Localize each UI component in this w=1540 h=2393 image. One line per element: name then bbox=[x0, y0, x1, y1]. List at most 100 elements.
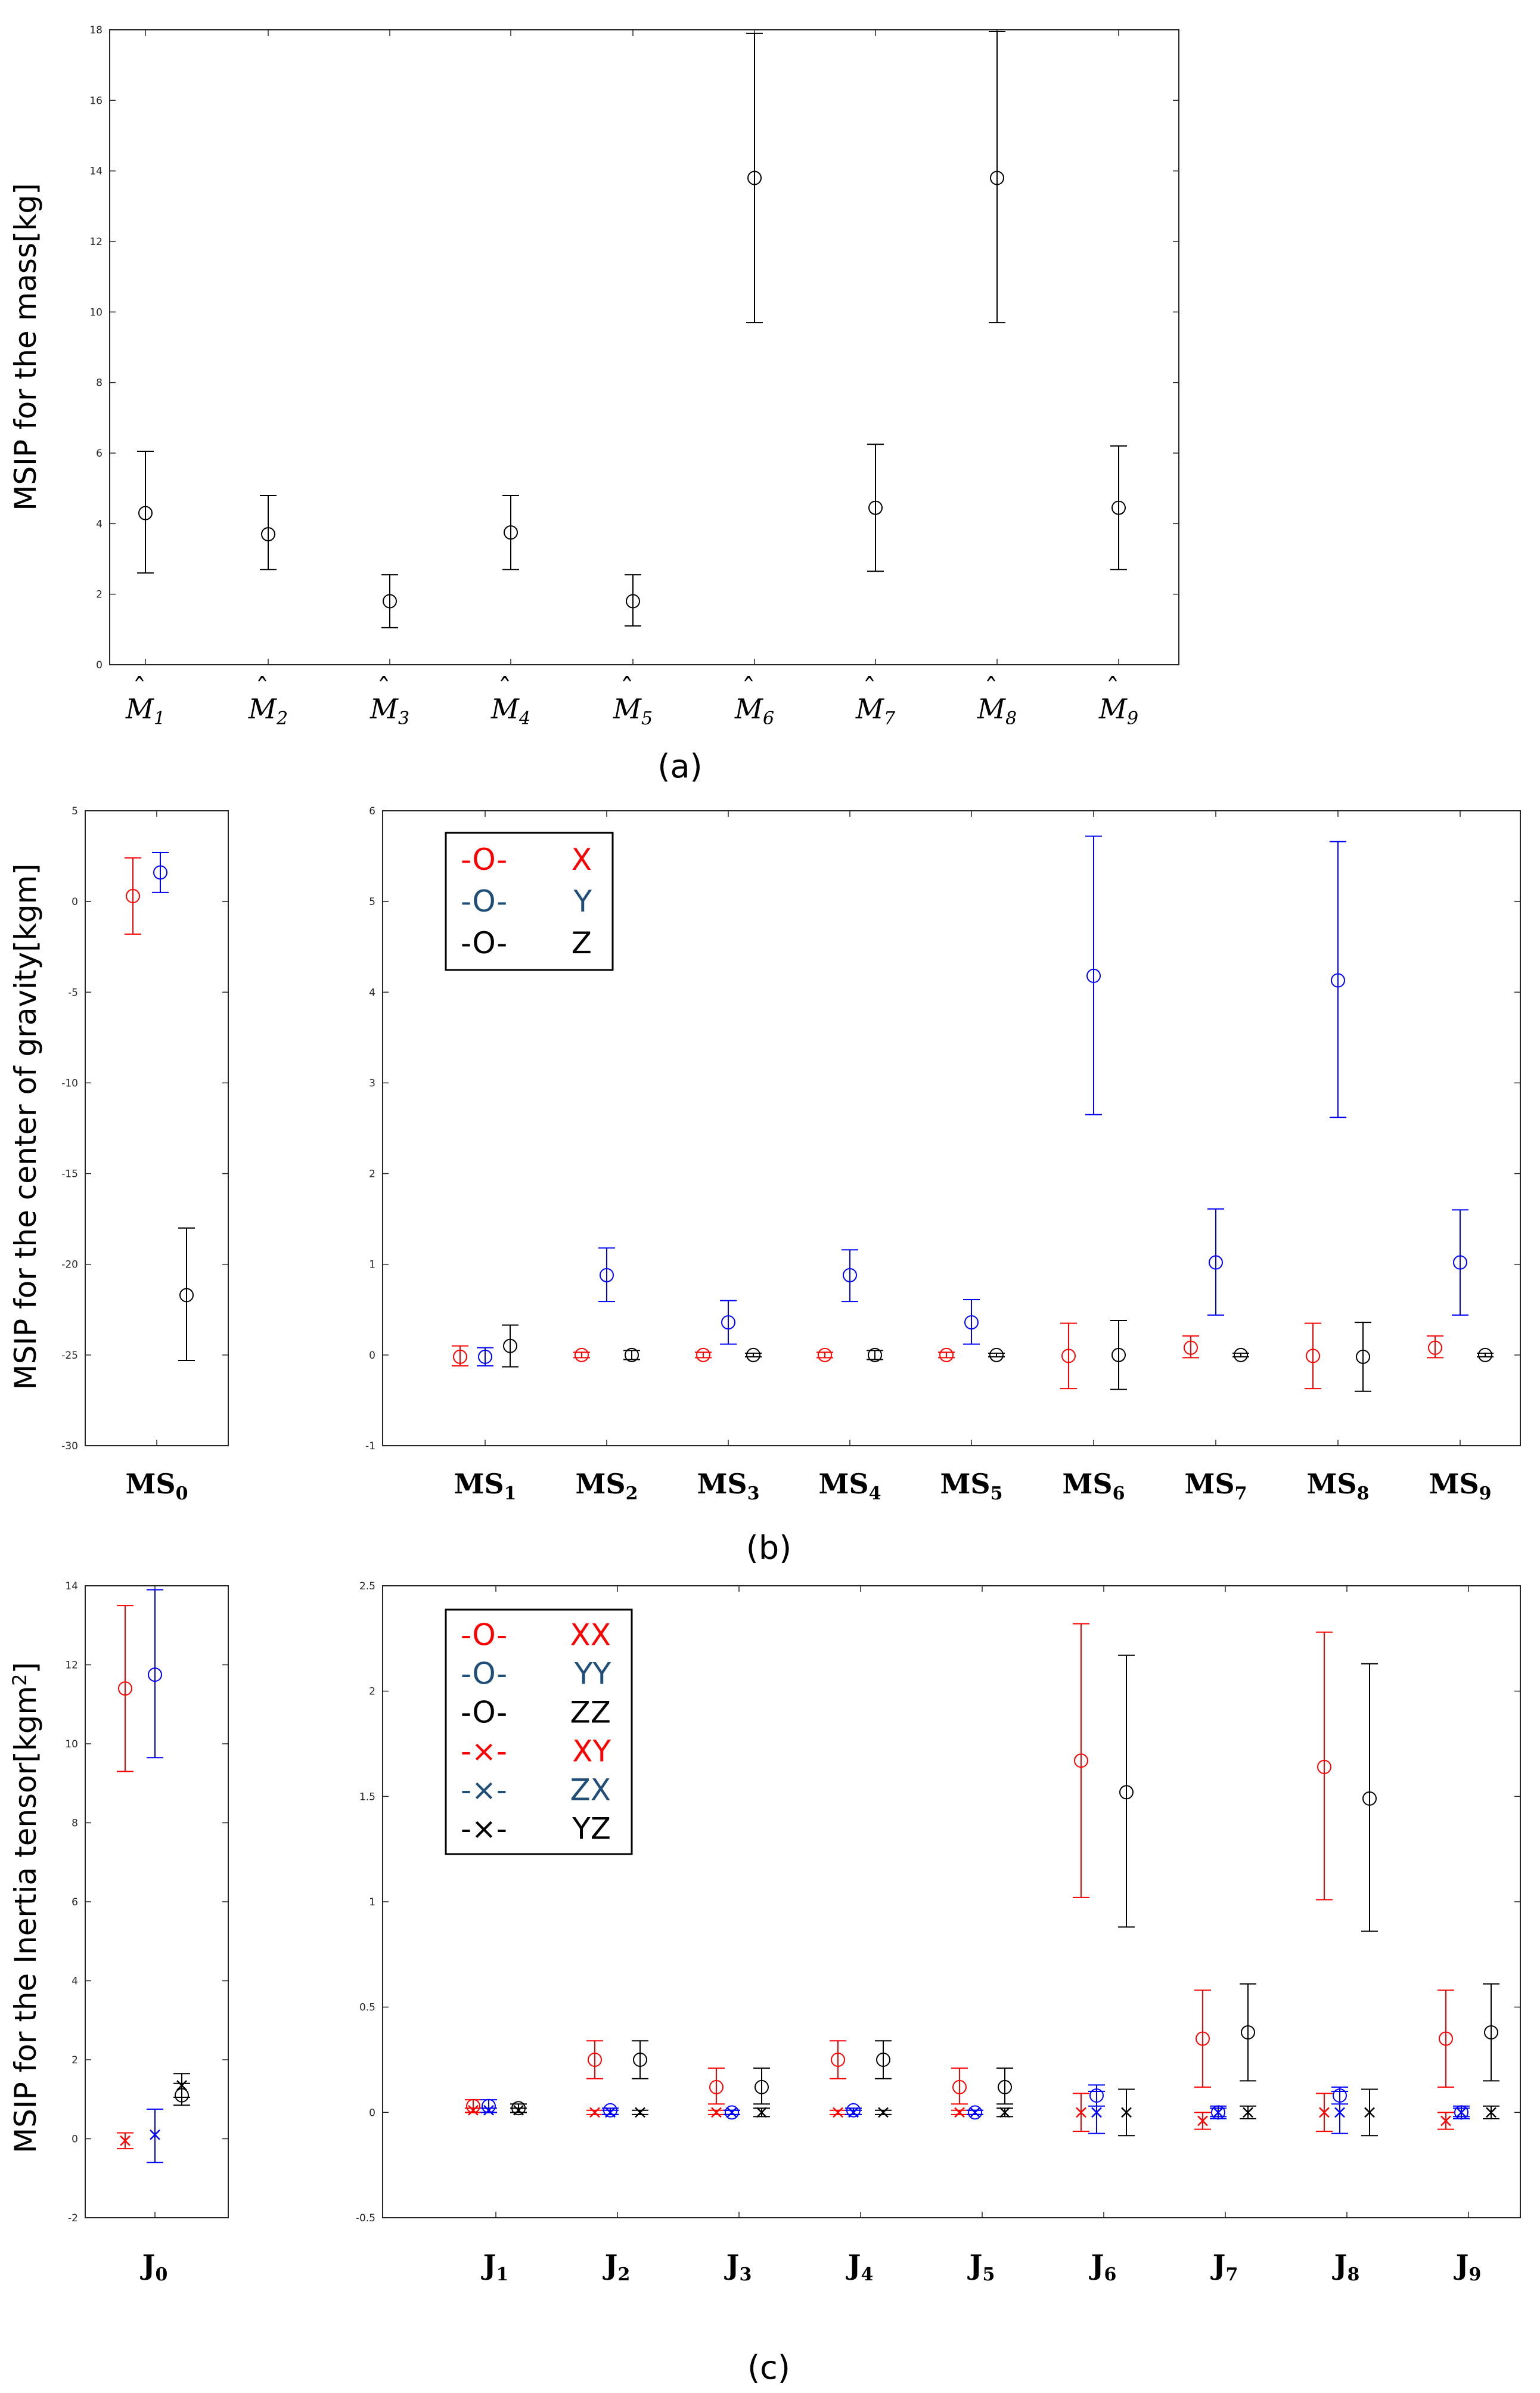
data-point-XX bbox=[831, 2053, 845, 2067]
data-point-mass bbox=[868, 500, 883, 515]
cross-stroke bbox=[1213, 2107, 1224, 2118]
data-point-ZZ bbox=[755, 2079, 769, 2094]
data-point-X bbox=[126, 889, 140, 904]
y-tick-label: 18 bbox=[89, 24, 103, 36]
legend: -O- XX -O- YY -O- ZZ -×- XY -×- ZX -×- YZ bbox=[445, 1608, 633, 1855]
data-point-YY bbox=[725, 2105, 739, 2120]
data-point-X bbox=[1306, 1349, 1320, 1363]
x-category-label: J1 bbox=[481, 2249, 509, 2285]
series-YY bbox=[147, 1589, 163, 1759]
cross-stroke bbox=[176, 2080, 187, 2091]
data-point-XX bbox=[588, 2053, 602, 2067]
cross-stroke bbox=[1456, 2107, 1467, 2118]
data-point-YZ bbox=[878, 2107, 889, 2118]
data-point-X bbox=[696, 1347, 710, 1362]
data-point-XY bbox=[833, 2107, 843, 2118]
series-ZZ bbox=[510, 1654, 1499, 2116]
x-category-label: MS8 bbox=[1306, 1468, 1369, 1504]
x-category-label: J2 bbox=[603, 2249, 631, 2285]
data-point-Y bbox=[721, 1315, 735, 1330]
x-category-label: M1 bbox=[125, 693, 165, 729]
x-category-label: MS9 bbox=[1429, 1468, 1491, 1504]
legend-label-Y: Y bbox=[573, 884, 592, 919]
data-point-Y bbox=[843, 1267, 857, 1282]
data-point-ZX bbox=[605, 2107, 616, 2118]
y-tick-label: 0 bbox=[369, 1350, 375, 1362]
x-category-label: J7 bbox=[1210, 2249, 1238, 2285]
x-category-label: MS0 bbox=[125, 1468, 188, 1504]
data-point-Z bbox=[1111, 1347, 1126, 1362]
x-category-label: J5 bbox=[967, 2249, 995, 2285]
data-point-Y bbox=[1086, 968, 1101, 983]
cross-stroke bbox=[999, 2107, 1010, 2118]
y-axis-label: MSIP for the mass[kg] bbox=[8, 183, 43, 510]
y-tick-label: 3 bbox=[369, 1077, 375, 1089]
cross-stroke bbox=[1197, 2115, 1208, 2127]
series-ZX bbox=[147, 2108, 163, 2163]
data-point-XX bbox=[1317, 1759, 1331, 1774]
legend-marker-XX: -O- bbox=[461, 1618, 507, 1653]
data-point-ZX bbox=[1091, 2107, 1102, 2118]
data-point-YY bbox=[148, 1667, 162, 1682]
cross-stroke bbox=[711, 2107, 722, 2118]
data-point-YZ bbox=[513, 2104, 524, 2116]
x-category-label: M4 bbox=[490, 693, 530, 729]
cross-stroke bbox=[848, 2107, 859, 2118]
cross-stroke bbox=[120, 2135, 131, 2146]
data-point-ZZ bbox=[876, 2053, 890, 2067]
data-point-XX bbox=[1196, 2031, 1210, 2046]
data-point-XY bbox=[954, 2107, 965, 2118]
data-point-XY bbox=[1197, 2115, 1208, 2127]
y-tick-label: 10 bbox=[65, 1738, 78, 1750]
data-point-YZ bbox=[1121, 2107, 1132, 2118]
data-point-XX bbox=[952, 2079, 967, 2094]
x-category-label: M5 bbox=[613, 693, 653, 729]
y-tick-label: 14 bbox=[89, 166, 103, 178]
y-tick-label: 1.5 bbox=[359, 1791, 375, 1803]
legend-label-X: X bbox=[572, 842, 592, 877]
data-point-ZZ bbox=[1241, 2025, 1255, 2040]
x-category-label: MS1 bbox=[454, 1468, 516, 1504]
series-YZ bbox=[173, 2073, 190, 2098]
data-point-Y bbox=[1453, 1255, 1467, 1270]
legend-box bbox=[445, 1608, 633, 1855]
y-tick-label: 2.5 bbox=[359, 1580, 375, 1592]
x-category-label: MS5 bbox=[940, 1468, 1002, 1504]
cross-stroke bbox=[1076, 2107, 1086, 2118]
data-point-Y bbox=[964, 1315, 979, 1330]
hat-accent: ˆ bbox=[498, 672, 512, 705]
data-point-mass bbox=[261, 527, 275, 542]
cross-stroke bbox=[468, 2104, 479, 2116]
data-point-XY bbox=[711, 2107, 722, 2118]
legend: -O- X -O- Y -O- Z bbox=[445, 832, 614, 971]
hat-accent: ˆ bbox=[256, 672, 269, 705]
legend-marker-XY: -×- bbox=[461, 1734, 507, 1769]
data-point-XX bbox=[118, 1681, 132, 1696]
y-tick-label: 2 bbox=[369, 1686, 375, 1698]
cross-stroke bbox=[483, 2104, 494, 2116]
y-tick-label: 0 bbox=[369, 2107, 375, 2119]
hat-accent: ˆ bbox=[620, 672, 634, 705]
data-point-XY bbox=[1076, 2107, 1086, 2118]
x-category-label: M3 bbox=[370, 693, 409, 729]
y-tick-label: 12 bbox=[89, 236, 103, 248]
data-point-X bbox=[453, 1349, 467, 1364]
legend-box bbox=[445, 832, 614, 971]
cross-stroke bbox=[589, 2107, 600, 2118]
data-point-ZZ bbox=[633, 2053, 647, 2067]
x-category-label: M6 bbox=[734, 693, 774, 729]
data-point-ZX bbox=[1456, 2107, 1467, 2118]
cross-stroke bbox=[1440, 2115, 1451, 2127]
data-point-ZX bbox=[1213, 2107, 1224, 2118]
legend-label-XX: XX bbox=[570, 1618, 611, 1653]
y-tick-label: 0.5 bbox=[359, 2002, 375, 2014]
data-point-ZX bbox=[150, 2129, 160, 2140]
data-point-XY bbox=[468, 2104, 479, 2116]
hat-accent: ˆ bbox=[377, 672, 391, 705]
cross-stroke bbox=[1121, 2107, 1132, 2118]
series-X bbox=[452, 1322, 1443, 1390]
hat-accent: ˆ bbox=[1106, 672, 1120, 705]
data-point-X bbox=[1428, 1340, 1442, 1355]
y-tick-label: 0 bbox=[96, 659, 103, 671]
